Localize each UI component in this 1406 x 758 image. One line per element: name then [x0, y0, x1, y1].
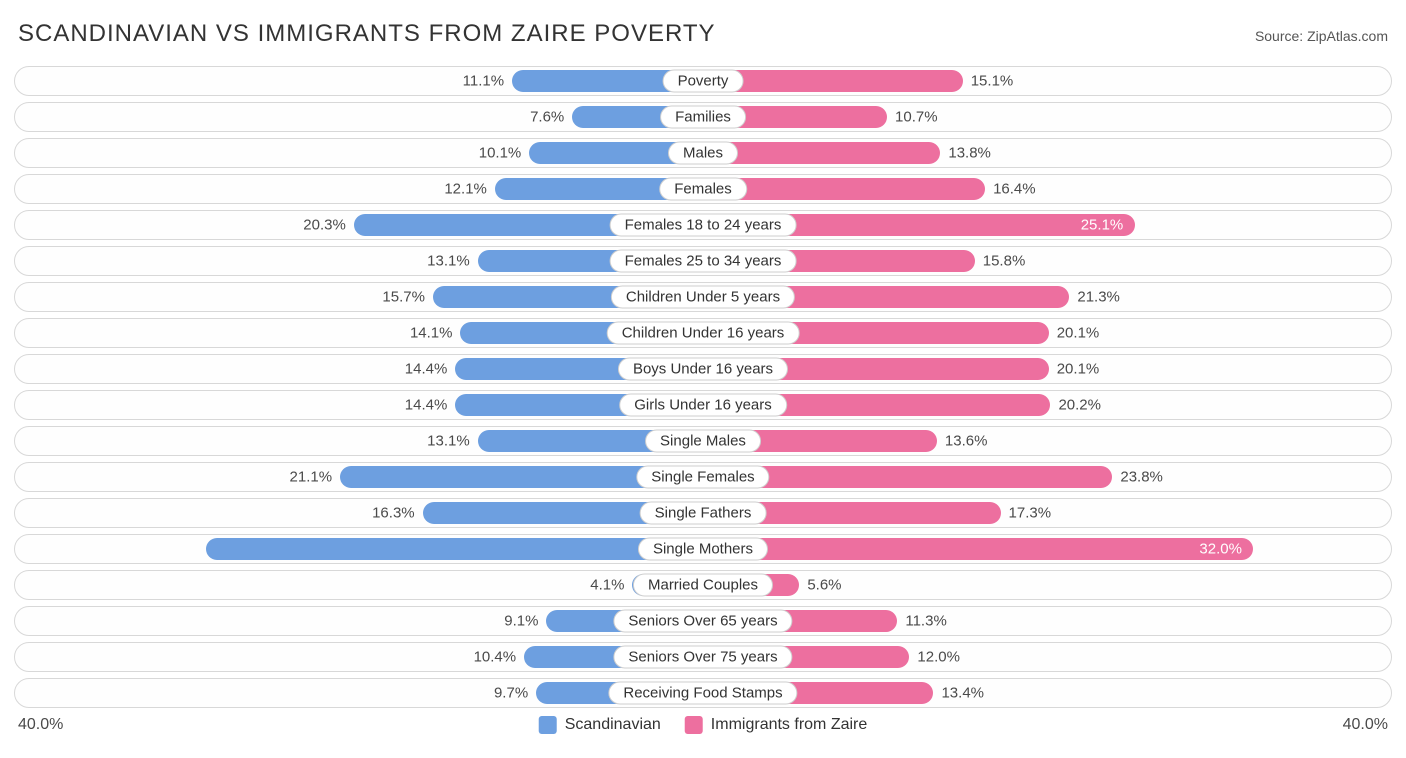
chart-row: 13.1% 15.8% Females 25 to 34 years — [14, 246, 1392, 276]
value-left: 14.1% — [410, 325, 453, 342]
category-label: Females 18 to 24 years — [610, 214, 797, 237]
legend: Scandinavian Immigrants from Zaire — [539, 716, 868, 734]
chart-row: 10.4% 12.0% Seniors Over 75 years — [14, 642, 1392, 672]
value-left: 15.7% — [382, 289, 425, 306]
chart-row: 14.4% 20.1% Boys Under 16 years — [14, 354, 1392, 384]
value-left: 9.1% — [504, 613, 538, 630]
chart-title: SCANDINAVIAN VS IMMIGRANTS FROM ZAIRE PO… — [18, 20, 716, 48]
category-label: Families — [660, 106, 746, 129]
chart-row: 28.9% 32.0% Single Mothers — [14, 534, 1392, 564]
value-right: 20.1% — [1057, 361, 1100, 378]
value-right: 15.8% — [983, 253, 1026, 270]
value-right: 13.8% — [948, 145, 991, 162]
value-left: 12.1% — [444, 181, 487, 198]
value-right: 13.4% — [941, 685, 984, 702]
chart-row: 4.1% 5.6% Married Couples — [14, 570, 1392, 600]
category-label: Children Under 5 years — [611, 286, 795, 309]
value-right: 10.7% — [895, 109, 938, 126]
chart-row: 7.6% 10.7% Families — [14, 102, 1392, 132]
legend-item-left: Scandinavian — [539, 716, 661, 734]
chart-row: 11.1% 15.1% Poverty — [14, 66, 1392, 96]
value-left: 13.1% — [427, 433, 470, 450]
chart-row: 12.1% 16.4% Females — [14, 174, 1392, 204]
value-right: 23.8% — [1120, 469, 1163, 486]
legend-swatch-right — [685, 716, 703, 734]
value-left: 7.6% — [530, 109, 564, 126]
value-right: 17.3% — [1009, 505, 1052, 522]
category-label: Poverty — [663, 70, 744, 93]
chart-row: 14.1% 20.1% Children Under 16 years — [14, 318, 1392, 348]
chart-header: SCANDINAVIAN VS IMMIGRANTS FROM ZAIRE PO… — [10, 20, 1396, 66]
bar-right — [703, 538, 1253, 560]
value-left: 20.3% — [303, 217, 346, 234]
category-label: Receiving Food Stamps — [608, 682, 797, 705]
legend-swatch-left — [539, 716, 557, 734]
value-right: 13.6% — [945, 433, 988, 450]
chart-row: 10.1% 13.8% Males — [14, 138, 1392, 168]
chart-row: 21.1% 23.8% Single Females — [14, 462, 1392, 492]
value-right: 21.3% — [1077, 289, 1120, 306]
category-label: Seniors Over 75 years — [613, 646, 792, 669]
chart-footer: 40.0% Scandinavian Immigrants from Zaire… — [10, 716, 1396, 734]
value-right: 20.1% — [1057, 325, 1100, 342]
category-label: Seniors Over 65 years — [613, 610, 792, 633]
value-left: 21.1% — [290, 469, 333, 486]
value-left: 14.4% — [405, 361, 448, 378]
value-right: 16.4% — [993, 181, 1036, 198]
value-right: 20.2% — [1058, 397, 1101, 414]
chart-row: 14.4% 20.2% Girls Under 16 years — [14, 390, 1392, 420]
value-right: 11.3% — [905, 613, 946, 630]
category-label: Married Couples — [633, 574, 773, 597]
category-label: Single Males — [645, 430, 761, 453]
value-right: 32.0% — [1199, 541, 1242, 558]
value-left: 10.4% — [474, 649, 517, 666]
legend-label-left: Scandinavian — [565, 716, 661, 734]
value-left: 9.7% — [494, 685, 528, 702]
category-label: Single Females — [636, 466, 769, 489]
axis-max-right: 40.0% — [1343, 716, 1388, 734]
chart-row: 9.1% 11.3% Seniors Over 65 years — [14, 606, 1392, 636]
value-right: 25.1% — [1081, 217, 1124, 234]
value-right: 5.6% — [807, 577, 841, 594]
bar-left: 28.9% — [206, 538, 703, 560]
value-left: 13.1% — [427, 253, 470, 270]
value-right: 12.0% — [917, 649, 960, 666]
category-label: Females — [659, 178, 747, 201]
value-left: 4.1% — [590, 577, 624, 594]
value-left: 16.3% — [372, 505, 415, 522]
chart-row: 20.3% 25.1% Females 18 to 24 years — [14, 210, 1392, 240]
category-label: Girls Under 16 years — [619, 394, 787, 417]
category-label: Children Under 16 years — [607, 322, 800, 345]
value-left: 11.1% — [463, 73, 504, 90]
legend-item-right: Immigrants from Zaire — [685, 716, 867, 734]
chart-row: 9.7% 13.4% Receiving Food Stamps — [14, 678, 1392, 708]
category-label: Single Mothers — [638, 538, 768, 561]
value-left: 14.4% — [405, 397, 448, 414]
category-label: Females 25 to 34 years — [610, 250, 797, 273]
legend-label-right: Immigrants from Zaire — [711, 716, 867, 734]
category-label: Boys Under 16 years — [618, 358, 788, 381]
category-label: Single Fathers — [640, 502, 767, 525]
category-label: Males — [668, 142, 738, 165]
axis-max-left: 40.0% — [18, 716, 63, 734]
chart-row: 13.1% 13.6% Single Males — [14, 426, 1392, 456]
bar-right — [703, 142, 940, 164]
diverging-bar-chart: 11.1%15.1%Poverty7.6%10.7%Families10.1%1… — [10, 66, 1396, 708]
value-left: 10.1% — [479, 145, 522, 162]
chart-row: 15.7% 21.3% Children Under 5 years — [14, 282, 1392, 312]
chart-source: Source: ZipAtlas.com — [1255, 28, 1388, 44]
value-right: 15.1% — [971, 73, 1014, 90]
chart-row: 16.3% 17.3% Single Fathers — [14, 498, 1392, 528]
